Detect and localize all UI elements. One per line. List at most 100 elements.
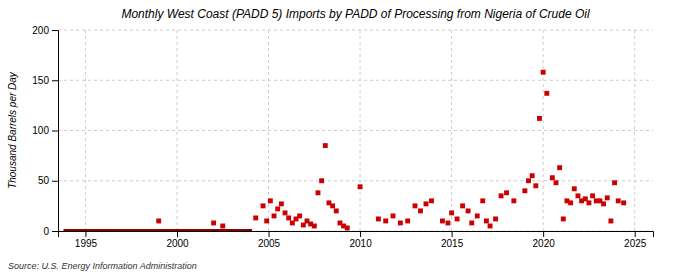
tick-mark (52, 30, 58, 31)
point (312, 224, 317, 229)
point (550, 175, 555, 180)
chart: 1995200020052010201520202025050100150200… (0, 0, 675, 275)
point (568, 200, 573, 205)
tick-mark (269, 231, 270, 237)
point (493, 216, 498, 221)
point (586, 200, 591, 205)
tick: 150 (32, 75, 58, 86)
tick-mark (52, 181, 58, 182)
tick-mark (52, 131, 58, 132)
tick: 1995 (75, 231, 98, 249)
point (488, 224, 493, 229)
tick-mark (452, 231, 453, 237)
point (424, 201, 429, 206)
point (446, 221, 451, 226)
point (330, 203, 335, 208)
point (605, 195, 610, 200)
y-axis-label: Thousand Barrels per Day (7, 71, 18, 189)
point (345, 226, 350, 231)
point (511, 198, 516, 203)
point (616, 198, 621, 203)
grid-line-x (177, 30, 178, 231)
point (530, 173, 535, 178)
point (475, 213, 480, 218)
point (504, 190, 509, 195)
tick: 0 (43, 226, 58, 237)
grid-line-y (58, 30, 653, 31)
point (460, 203, 465, 208)
tick: 2015 (441, 231, 464, 249)
point (455, 216, 460, 221)
tick-label: 2015 (441, 238, 464, 249)
tick-label: 2000 (166, 238, 189, 249)
point (264, 219, 269, 224)
x-axis: 1995200020052010201520202025 (59, 231, 654, 249)
point (261, 203, 266, 208)
point (554, 180, 559, 185)
tick-label: 2020 (533, 238, 556, 249)
point (575, 193, 580, 198)
grid-line-x (360, 30, 361, 231)
tick-mark (52, 80, 58, 81)
point (590, 193, 595, 198)
plot-area: 1995200020052010201520202025050100150200 (32, 25, 653, 249)
point (283, 210, 288, 215)
point (358, 184, 363, 189)
axis-line (52, 31, 59, 232)
point (499, 193, 504, 198)
grid-line-x (451, 30, 452, 231)
tick-mark (360, 231, 361, 237)
tick-label: 100 (32, 125, 49, 136)
tick-label: 200 (32, 25, 49, 36)
point (376, 216, 381, 221)
point (466, 208, 471, 213)
point (286, 215, 291, 220)
point (484, 219, 489, 224)
point (211, 221, 216, 226)
marks (63, 70, 626, 231)
grid (58, 30, 653, 231)
tick: 200 (32, 25, 58, 36)
point (480, 198, 485, 203)
point (526, 178, 531, 183)
tick-label: 50 (38, 175, 50, 186)
tick: 2000 (166, 231, 189, 249)
grid-line-y (58, 80, 653, 81)
point (537, 116, 542, 121)
y-axis: 0 50 100 150 200 (32, 25, 58, 237)
point (469, 221, 474, 226)
tick: 2020 (533, 231, 556, 249)
point (612, 180, 617, 185)
tick: 100 (32, 125, 58, 136)
point (319, 178, 324, 183)
source-note: Source: U.S. Energy Information Administ… (8, 261, 197, 271)
grid-line-y (58, 130, 653, 131)
point (297, 213, 302, 218)
point (608, 219, 613, 224)
tick-mark (177, 231, 178, 237)
tick-label: 150 (32, 75, 49, 86)
point (429, 198, 434, 203)
tick: 50 (38, 175, 58, 186)
point (391, 213, 396, 218)
point (572, 186, 577, 191)
point (156, 219, 161, 224)
point (561, 216, 566, 221)
point (601, 201, 606, 206)
point (449, 210, 454, 215)
point (398, 221, 403, 226)
tick: 2010 (349, 231, 372, 249)
point (544, 91, 549, 96)
tick-label: 1995 (75, 238, 98, 249)
point (275, 206, 280, 211)
point (413, 203, 418, 208)
point (405, 219, 410, 224)
tick-mark (635, 231, 636, 237)
tick: 2005 (258, 231, 281, 249)
point (533, 183, 538, 188)
point (316, 190, 321, 195)
tick-label: 0 (43, 226, 49, 237)
point (253, 215, 258, 220)
point (522, 188, 527, 193)
tick-mark (543, 231, 544, 237)
